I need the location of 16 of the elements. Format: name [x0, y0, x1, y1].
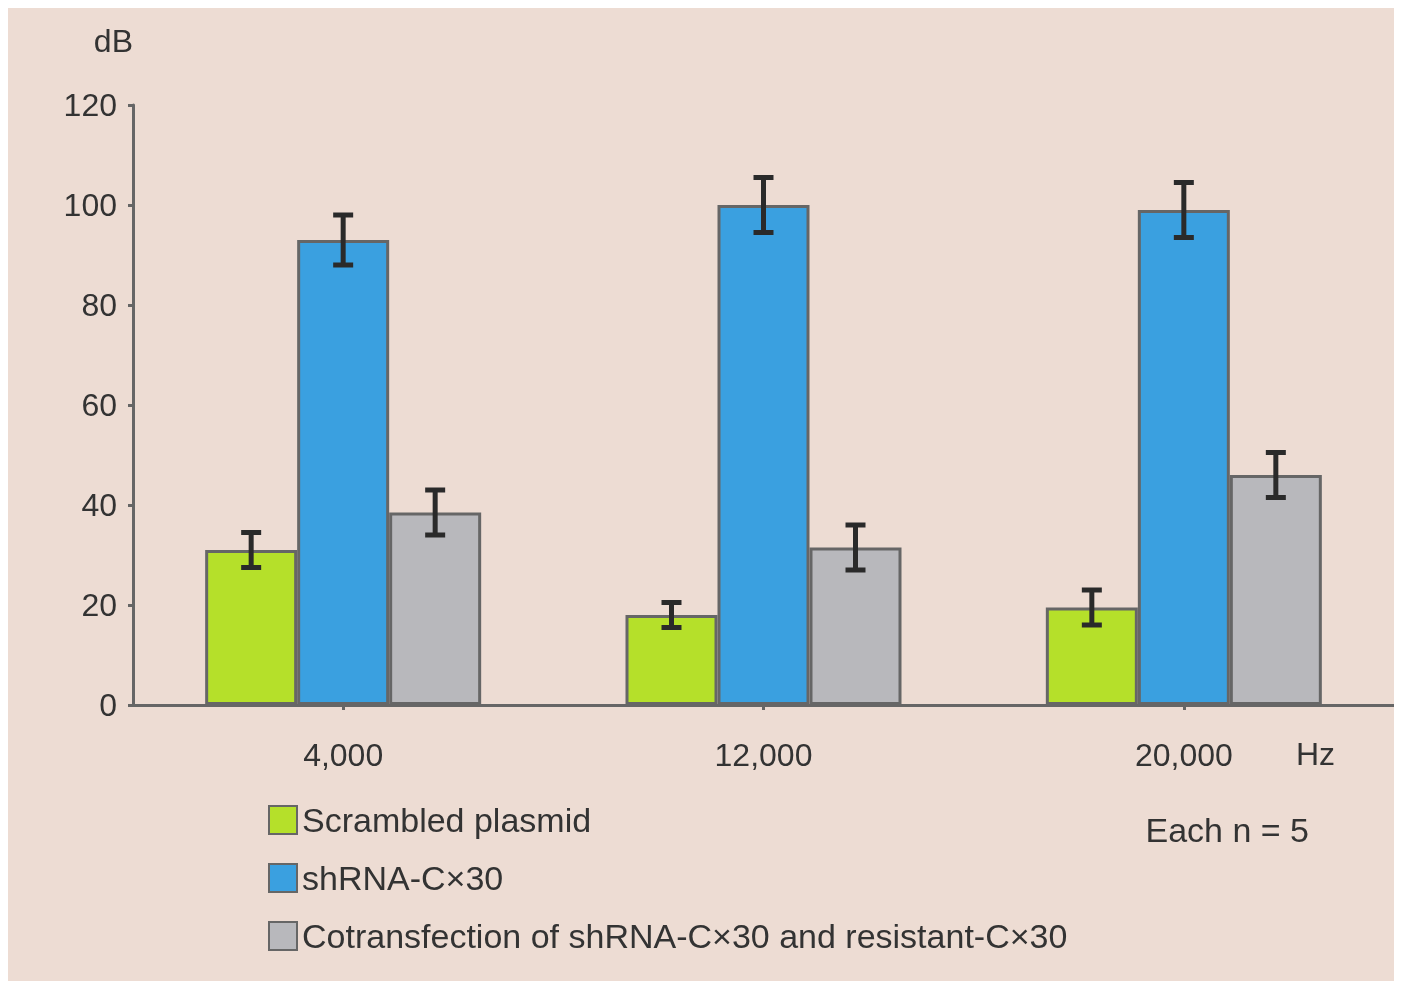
legend-label: Cotransfection of shRNA-C×30 and resistant-C×30: [302, 917, 1068, 955]
y-tick-label: 80: [81, 287, 117, 323]
text: Each n = 5: [1145, 811, 1310, 849]
y-tick-label: 100: [63, 187, 117, 223]
legend-label: shRNA-C×30: [302, 859, 504, 897]
x-tick-label: 4,000: [303, 737, 384, 773]
x-tick-label: 12,000: [714, 737, 813, 773]
y-tick-label: 20: [81, 587, 117, 623]
y-tick-label: 120: [63, 87, 117, 123]
x-axis-title: Hz: [1296, 736, 1336, 772]
y-axis-title: dB: [93, 23, 133, 59]
legend-label: Scrambled plasmid: [302, 801, 592, 839]
y-tick-label: 0: [99, 687, 117, 723]
y-tick-label: 60: [81, 387, 117, 423]
y-tick-label: 40: [81, 487, 117, 523]
x-tick-label: 20,000: [1134, 737, 1233, 773]
